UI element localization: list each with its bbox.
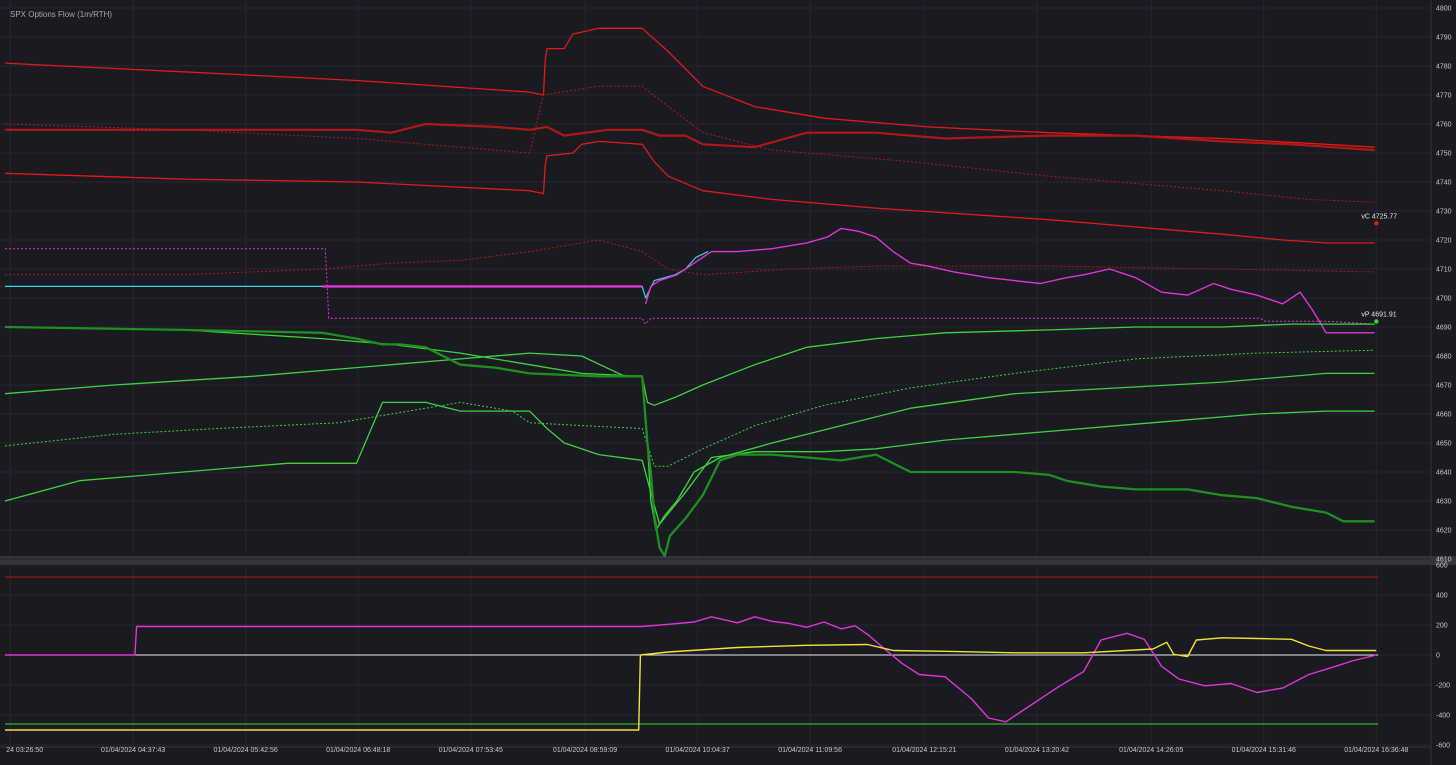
time-tick-label: 01/04/2024 08:59:09	[553, 747, 617, 754]
price-tick-label: 4610	[1436, 557, 1452, 564]
price-tick-label: 4800	[1436, 6, 1452, 13]
upper-series-line-14	[4, 325, 1375, 558]
upper-series-line-2	[4, 140, 1375, 244]
time-tick-label: 01/04/2024 07:53:45	[439, 747, 503, 754]
time-tick-label: 01/04/2024 04:37:43	[101, 747, 165, 754]
price-tick-label: 4770	[1436, 93, 1452, 100]
upper-panel-series	[4, 27, 1375, 558]
chart-title: SPX Options Flow (1m/RTH)	[10, 10, 112, 19]
price-tick-label: 4700	[1436, 296, 1452, 303]
time-tick-label: 01/04/2024 13:20:42	[1005, 747, 1069, 754]
upper-series-line-3	[5, 122, 1375, 152]
time-tick-label: 01/04/2024 14:26:05	[1119, 747, 1183, 754]
price-tick-label: 4750	[1436, 151, 1452, 158]
price-tick-label: 4730	[1436, 209, 1452, 216]
oscillator-tick-label: 200	[1436, 623, 1448, 630]
upper-series-line-8	[644, 227, 1375, 334]
price-tick-label: 4660	[1436, 412, 1452, 419]
price-tick-label: 4630	[1436, 499, 1452, 506]
time-tick-label: 01/04/2024 15:31:46	[1232, 747, 1296, 754]
price-tick-label: 4680	[1436, 354, 1452, 361]
price-tick-label: 4690	[1436, 325, 1452, 332]
upper-series-line-5	[5, 239, 1375, 276]
upper-series-line-10	[4, 323, 1375, 406]
upper-series-line-9	[5, 248, 1375, 325]
oscillator-tick-label: 600	[1436, 563, 1448, 570]
time-tick-label: 01/04/2024 10:04:37	[665, 747, 729, 754]
price-axis: 4610 4620 4630 4640 4650 4660 4670 4680 4690 4700…	[1436, 6, 1452, 564]
oscillator-axis: -600 -400 -200 0 200 400 600	[1436, 563, 1450, 750]
value-marker-dot	[1374, 221, 1379, 226]
price-tick-label: 4720	[1436, 238, 1452, 245]
oscillator-tick-label: -400	[1436, 713, 1450, 720]
value-markers: vC 4725.77 vP 4691.91	[1361, 213, 1397, 324]
oscillator-tick-label: -200	[1436, 683, 1450, 690]
time-tick-label: 01/04/2024 11:09:56	[778, 747, 842, 754]
time-tick-label: 01/04/2024 16:36:48	[1344, 747, 1408, 754]
lower-series-line-2	[5, 637, 1377, 731]
price-tick-label: 4650	[1436, 441, 1452, 448]
lower-series-line-1	[5, 616, 1377, 723]
value-marker-label: vP 4691.91	[1361, 311, 1396, 318]
value-marker-dot	[1374, 319, 1379, 324]
time-tick-label: 01/04/2024 06:48:18	[326, 747, 390, 754]
upper-series-line-4	[4, 85, 1375, 203]
price-tick-label: 4740	[1436, 180, 1452, 187]
panel-separator	[0, 556, 1456, 565]
price-tick-label: 4640	[1436, 470, 1452, 477]
value-marker-label: vC 4725.77	[1361, 213, 1397, 220]
time-tick-label: 01/04/2024 12:15:21	[892, 747, 956, 754]
time-axis: 24 03:26:50 01/04/2024 04:37:43 01/04/2024…	[6, 747, 1408, 754]
time-tick-label: 01/04/2024 05:42:56	[214, 747, 278, 754]
lower-panel-series	[5, 576, 1379, 731]
oscillator-tick-label: 0	[1436, 653, 1440, 660]
oscillator-tick-label: -600	[1436, 743, 1450, 750]
time-tick-label: 24 03:26:50	[6, 747, 43, 754]
oscillator-tick-label: 400	[1436, 593, 1448, 600]
price-tick-label: 4780	[1436, 64, 1452, 71]
upper-series-line-1	[4, 27, 1375, 148]
price-tick-label: 4790	[1436, 35, 1452, 42]
price-tick-label: 4620	[1436, 528, 1452, 535]
price-tick-label: 4760	[1436, 122, 1452, 129]
price-tick-label: 4670	[1436, 383, 1452, 390]
upper-series-line-12	[4, 401, 1375, 525]
price-tick-label: 4710	[1436, 267, 1452, 274]
